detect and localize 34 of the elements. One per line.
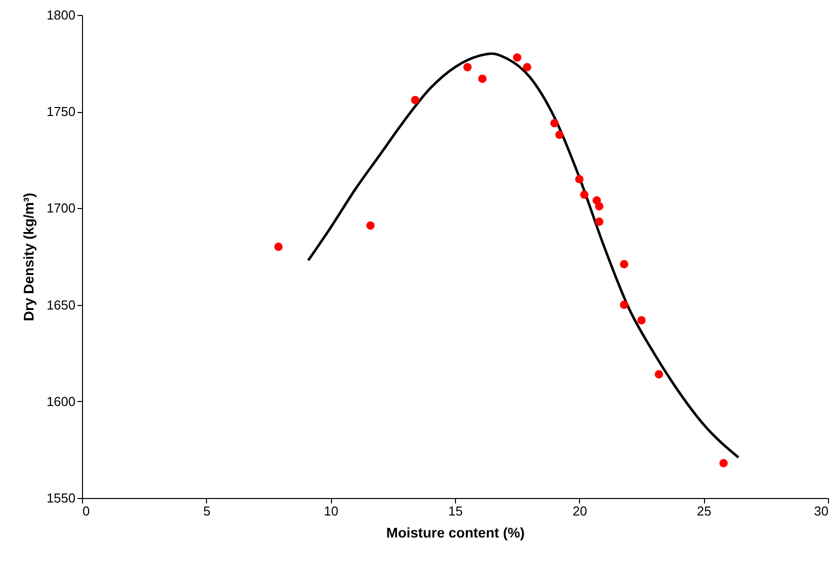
- y-tick-label: 1550: [46, 490, 76, 506]
- point: [637, 316, 646, 324]
- point: [620, 260, 628, 268]
- x-tick-label: 5: [203, 504, 210, 518]
- point: [478, 74, 487, 83]
- point: [550, 119, 559, 128]
- line-series: [307, 52, 740, 459]
- x-axis-title: Moisture content (%): [386, 524, 525, 540]
- point: [366, 221, 375, 230]
- y-tick-label: 1700: [46, 200, 76, 216]
- point: [595, 202, 604, 210]
- y-tick-label: 1650: [46, 297, 76, 312]
- point: [595, 218, 604, 226]
- point: [575, 175, 584, 184]
- x-tick-label: 10: [324, 504, 338, 518]
- y-tick-label: 1600: [46, 394, 76, 409]
- x-tick-label: 25: [696, 504, 712, 518]
- y-tick-label: 1750: [46, 104, 76, 120]
- point: [555, 130, 564, 139]
- point: [512, 53, 522, 62]
- y-axis-title: Dry Density (kg/m³): [20, 192, 37, 322]
- point: [411, 96, 420, 104]
- x-tick-label: 20: [572, 504, 588, 518]
- point: [580, 190, 588, 199]
- point: [654, 370, 664, 379]
- point: [719, 459, 728, 468]
- point: [522, 62, 532, 72]
- x-tick-label: 15: [448, 504, 463, 518]
- point: [463, 62, 472, 72]
- y-tick-label: 1800: [46, 8, 76, 22]
- x-tick-label: 30: [814, 504, 828, 518]
- point: [620, 300, 628, 309]
- x-tick-label: 0: [82, 504, 90, 518]
- point: [274, 242, 283, 252]
